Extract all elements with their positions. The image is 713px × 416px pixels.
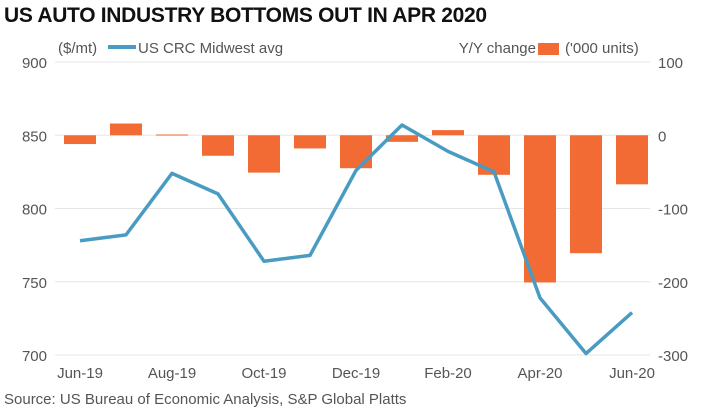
- line-legend-label: US CRC Midwest avg: [138, 40, 283, 57]
- bar-Oct-19: [248, 135, 280, 173]
- right-axis-unit-label: ('000 units): [565, 40, 639, 57]
- left-tick-label: 850: [22, 128, 47, 145]
- left-tick-label: 700: [22, 348, 47, 365]
- left-tick-label: 900: [22, 55, 47, 72]
- bar-legend-label: Y/Y change: [459, 40, 536, 57]
- bar-Aug-19: [156, 134, 188, 136]
- bar-Nov-19: [294, 135, 326, 149]
- x-tick-label: Jun-19: [57, 365, 103, 382]
- chart-title: US AUTO INDUSTRY BOTTOMS OUT IN APR 2020: [4, 4, 487, 27]
- source-note: Source: US Bureau of Economic Analysis, …: [4, 391, 407, 408]
- bar-Feb-20: [432, 130, 464, 136]
- left-tick-label: 800: [22, 202, 47, 219]
- right-tick-label: 0: [658, 128, 666, 145]
- left-axis-unit-label: ($/mt): [58, 40, 97, 57]
- x-tick-label: Feb-20: [424, 365, 472, 382]
- right-tick-label: -200: [658, 275, 688, 292]
- bar-Sep-19: [202, 135, 234, 156]
- x-tick-label: Dec-19: [332, 365, 380, 382]
- left-tick-label: 750: [22, 275, 47, 292]
- x-tick-label: Apr-20: [517, 365, 562, 382]
- bar-legend-swatch: [538, 43, 559, 55]
- bar-Apr-20: [524, 135, 556, 283]
- chart: 700 750 800 850 900 -300 -200 -100 0 100 Jun-19 Aug…: [22, 40, 688, 382]
- line-series-crc-midwest: [79, 123, 634, 356]
- bar-Mar-20: [478, 135, 510, 175]
- right-tick-label: -300: [658, 348, 688, 365]
- x-tick-label: Oct-19: [241, 365, 286, 382]
- x-tick-label: Jun-20: [609, 365, 655, 382]
- bar-Jun-19: [64, 135, 96, 145]
- right-tick-label: 100: [658, 55, 683, 72]
- line-legend-swatch: [108, 45, 136, 49]
- bar-Dec-19: [340, 135, 372, 169]
- bar-Jul-19: [110, 123, 142, 136]
- right-tick-label: -100: [658, 202, 688, 219]
- bar-May-20: [570, 135, 602, 254]
- bar-Jan-20: [386, 135, 418, 142]
- bar-Jun-20: [616, 135, 648, 185]
- x-tick-label: Aug-19: [148, 365, 196, 382]
